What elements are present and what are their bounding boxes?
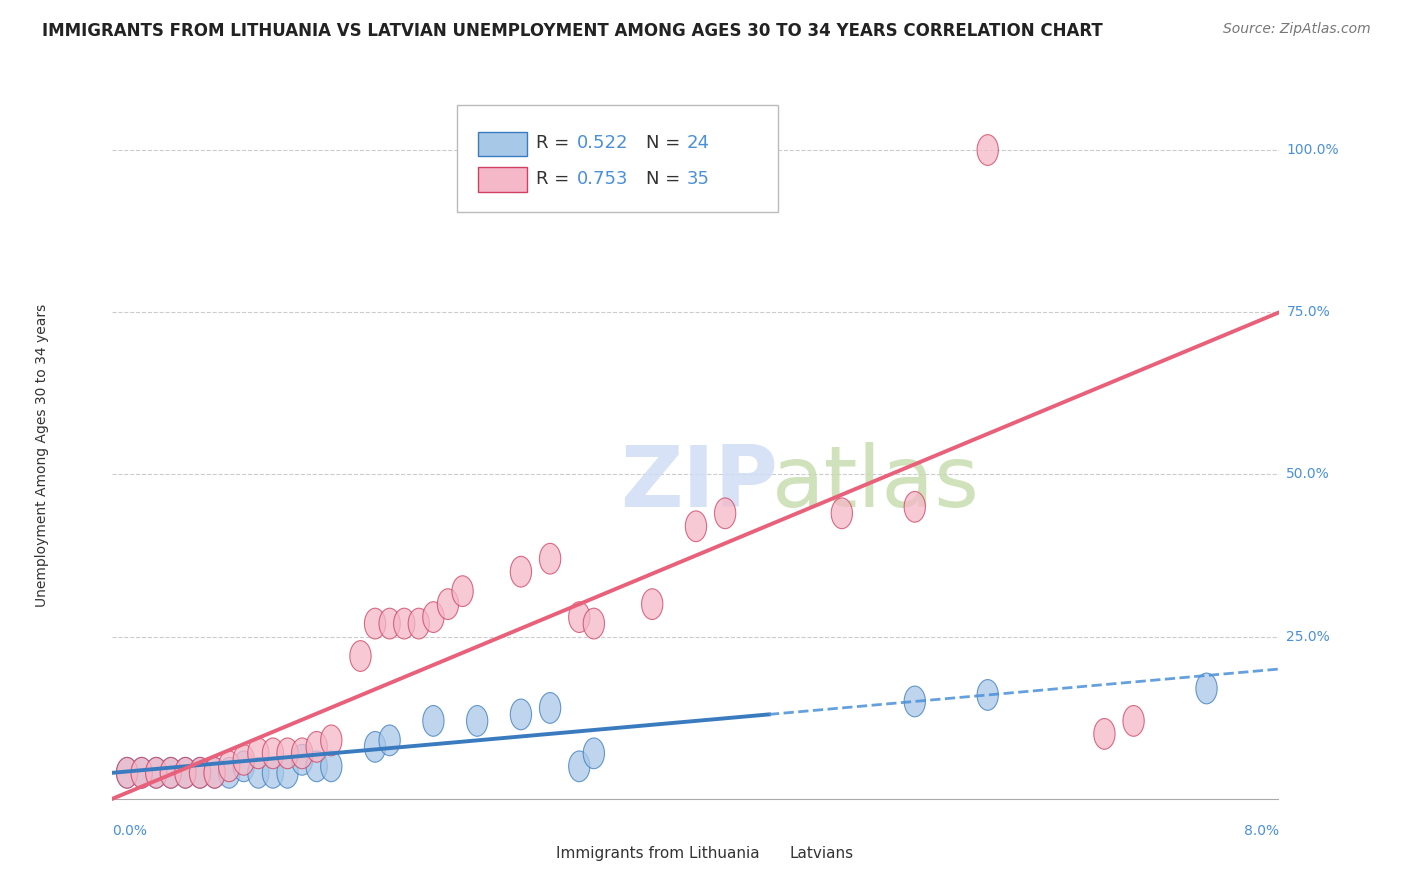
Ellipse shape xyxy=(423,706,444,736)
Text: 50.0%: 50.0% xyxy=(1286,467,1330,482)
Ellipse shape xyxy=(423,602,444,632)
Ellipse shape xyxy=(364,731,385,763)
Ellipse shape xyxy=(350,640,371,672)
Ellipse shape xyxy=(307,731,328,763)
Ellipse shape xyxy=(247,738,269,769)
Ellipse shape xyxy=(291,738,312,769)
Ellipse shape xyxy=(117,757,138,789)
Text: 35: 35 xyxy=(686,169,710,187)
Ellipse shape xyxy=(1123,706,1144,736)
Text: ZIP: ZIP xyxy=(620,442,778,525)
Ellipse shape xyxy=(977,135,998,165)
Ellipse shape xyxy=(380,608,401,639)
Ellipse shape xyxy=(321,725,342,756)
Ellipse shape xyxy=(146,757,167,789)
Ellipse shape xyxy=(380,725,401,756)
FancyBboxPatch shape xyxy=(478,132,527,156)
Ellipse shape xyxy=(685,511,707,541)
Ellipse shape xyxy=(540,543,561,574)
Ellipse shape xyxy=(131,757,152,789)
Ellipse shape xyxy=(408,608,429,639)
Ellipse shape xyxy=(233,751,254,781)
Ellipse shape xyxy=(233,745,254,775)
Text: Latvians: Latvians xyxy=(789,846,853,861)
Ellipse shape xyxy=(977,680,998,710)
Text: 0.753: 0.753 xyxy=(576,169,628,187)
Ellipse shape xyxy=(247,757,269,789)
Text: Unemployment Among Ages 30 to 34 years: Unemployment Among Ages 30 to 34 years xyxy=(35,303,49,607)
FancyBboxPatch shape xyxy=(457,105,778,212)
Ellipse shape xyxy=(394,608,415,639)
Ellipse shape xyxy=(510,557,531,587)
Text: 24: 24 xyxy=(686,134,710,152)
Text: R =: R = xyxy=(536,134,575,152)
Ellipse shape xyxy=(204,757,225,789)
Text: atlas: atlas xyxy=(772,442,980,525)
Ellipse shape xyxy=(160,757,181,789)
Ellipse shape xyxy=(583,608,605,639)
Ellipse shape xyxy=(146,757,167,789)
Ellipse shape xyxy=(291,745,312,775)
Ellipse shape xyxy=(131,757,152,789)
Ellipse shape xyxy=(467,706,488,736)
Ellipse shape xyxy=(307,751,328,781)
Ellipse shape xyxy=(160,757,181,789)
Ellipse shape xyxy=(277,757,298,789)
Ellipse shape xyxy=(437,589,458,620)
FancyBboxPatch shape xyxy=(478,168,527,192)
Text: 0.0%: 0.0% xyxy=(112,823,148,838)
Ellipse shape xyxy=(904,491,925,522)
Ellipse shape xyxy=(204,757,225,789)
Ellipse shape xyxy=(218,751,240,781)
Ellipse shape xyxy=(1094,718,1115,749)
Ellipse shape xyxy=(277,738,298,769)
Text: Source: ZipAtlas.com: Source: ZipAtlas.com xyxy=(1223,22,1371,37)
Ellipse shape xyxy=(641,589,662,620)
Text: 25.0%: 25.0% xyxy=(1286,630,1330,643)
Text: 0.522: 0.522 xyxy=(576,134,628,152)
Ellipse shape xyxy=(540,692,561,723)
Ellipse shape xyxy=(190,757,211,789)
Text: 8.0%: 8.0% xyxy=(1244,823,1279,838)
FancyBboxPatch shape xyxy=(515,846,548,862)
Ellipse shape xyxy=(174,757,195,789)
Ellipse shape xyxy=(451,575,474,607)
Text: R =: R = xyxy=(536,169,575,187)
Ellipse shape xyxy=(904,686,925,717)
Ellipse shape xyxy=(117,757,138,789)
Ellipse shape xyxy=(174,757,195,789)
Ellipse shape xyxy=(263,757,284,789)
Ellipse shape xyxy=(218,757,240,789)
Text: N =: N = xyxy=(645,169,686,187)
Ellipse shape xyxy=(510,699,531,730)
Ellipse shape xyxy=(568,602,591,632)
Ellipse shape xyxy=(831,498,852,529)
Ellipse shape xyxy=(583,738,605,769)
Ellipse shape xyxy=(1197,673,1218,704)
Ellipse shape xyxy=(190,757,211,789)
Text: 100.0%: 100.0% xyxy=(1286,143,1339,157)
Text: 75.0%: 75.0% xyxy=(1286,305,1330,319)
Text: Immigrants from Lithuania: Immigrants from Lithuania xyxy=(555,846,759,861)
Text: IMMIGRANTS FROM LITHUANIA VS LATVIAN UNEMPLOYMENT AMONG AGES 30 TO 34 YEARS CORR: IMMIGRANTS FROM LITHUANIA VS LATVIAN UNE… xyxy=(42,22,1102,40)
Text: N =: N = xyxy=(645,134,686,152)
Ellipse shape xyxy=(263,738,284,769)
Ellipse shape xyxy=(364,608,385,639)
Ellipse shape xyxy=(321,751,342,781)
FancyBboxPatch shape xyxy=(748,846,782,862)
Ellipse shape xyxy=(568,751,591,781)
Ellipse shape xyxy=(714,498,735,529)
